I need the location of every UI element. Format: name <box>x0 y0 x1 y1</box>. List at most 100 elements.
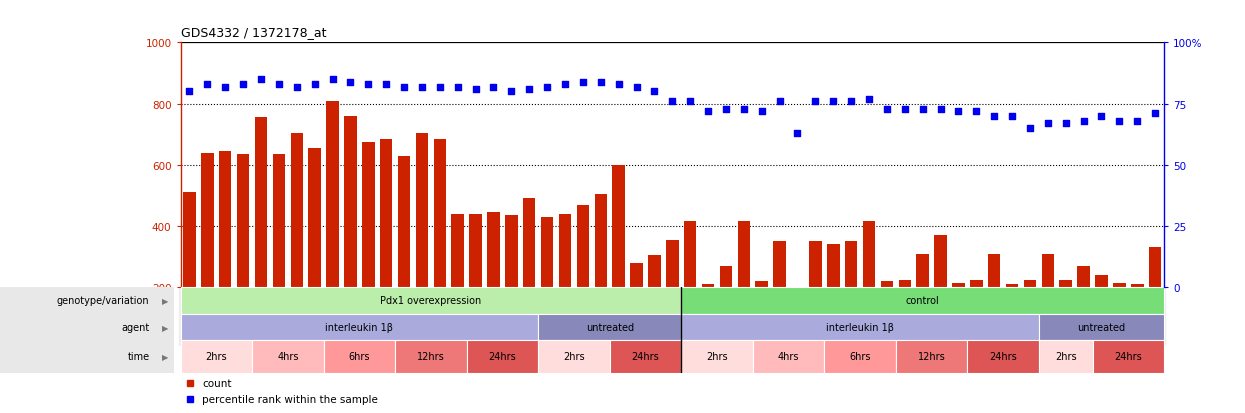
Text: 4hrs: 4hrs <box>778 351 799 361</box>
Point <box>876 106 896 113</box>
Bar <box>324 340 395 373</box>
Text: 24hrs: 24hrs <box>631 351 660 361</box>
Bar <box>344 116 356 349</box>
Bar <box>523 199 535 349</box>
Point <box>788 131 808 137</box>
Bar <box>202 153 214 349</box>
Bar <box>1077 266 1089 349</box>
Text: Pdx1 overexpression: Pdx1 overexpression <box>380 296 482 306</box>
Point <box>716 106 736 113</box>
Bar <box>896 340 967 373</box>
Text: count: count <box>202 378 232 388</box>
Point <box>1127 118 1147 125</box>
Bar <box>845 242 858 349</box>
Bar <box>934 236 946 349</box>
Point <box>537 84 557 90</box>
Bar <box>681 287 1164 314</box>
Bar <box>181 287 681 314</box>
Bar <box>273 155 285 349</box>
Bar <box>1038 314 1164 340</box>
Point <box>930 106 950 113</box>
Bar <box>1113 283 1125 349</box>
Point <box>269 81 289 88</box>
Bar <box>880 281 893 349</box>
Bar <box>1093 340 1164 373</box>
Bar <box>681 314 1038 340</box>
Point <box>966 109 986 115</box>
Text: percentile rank within the sample: percentile rank within the sample <box>202 394 378 404</box>
Text: 12hrs: 12hrs <box>918 351 945 361</box>
Point <box>1038 121 1058 127</box>
Point <box>1109 118 1129 125</box>
Text: interleukin 1β: interleukin 1β <box>827 322 894 332</box>
Text: 24hrs: 24hrs <box>1114 351 1142 361</box>
Point <box>752 109 772 115</box>
Point <box>233 81 253 88</box>
Point <box>806 99 825 105</box>
Bar <box>362 142 375 349</box>
Bar <box>559 214 571 349</box>
Text: ▶: ▶ <box>162 352 169 361</box>
Bar <box>737 222 749 349</box>
Bar <box>1096 275 1108 349</box>
Bar <box>824 340 896 373</box>
Point <box>322 77 342 83</box>
Point <box>198 81 218 88</box>
Bar <box>290 133 303 349</box>
Text: 2hrs: 2hrs <box>205 351 227 361</box>
Point <box>466 86 486 93</box>
Bar <box>433 140 446 349</box>
Text: untreated: untreated <box>585 322 634 332</box>
Bar <box>309 149 321 349</box>
Bar <box>970 280 982 349</box>
Bar <box>792 289 804 349</box>
Point <box>1056 121 1076 127</box>
Bar <box>827 245 839 349</box>
Bar <box>610 340 681 373</box>
Point <box>179 89 199 95</box>
Bar <box>1130 285 1143 349</box>
Text: ▶: ▶ <box>162 323 169 332</box>
Point <box>340 79 360 86</box>
Point <box>859 96 879 103</box>
Bar <box>899 280 911 349</box>
Bar <box>1006 285 1018 349</box>
Bar <box>1038 340 1093 373</box>
Text: agent: agent <box>121 322 149 332</box>
Bar <box>630 263 642 349</box>
Bar <box>809 242 822 349</box>
Bar <box>540 217 553 349</box>
Bar <box>467 340 538 373</box>
Text: ▶: ▶ <box>162 296 169 305</box>
Text: 12hrs: 12hrs <box>417 351 444 361</box>
Text: interleukin 1β: interleukin 1β <box>325 322 393 332</box>
Bar <box>863 222 875 349</box>
Bar <box>538 314 681 340</box>
Bar <box>237 155 249 349</box>
Text: untreated: untreated <box>1077 322 1125 332</box>
Point <box>502 89 522 95</box>
Point <box>483 84 503 90</box>
Bar <box>1059 280 1072 349</box>
Point <box>1092 113 1112 120</box>
Text: 4hrs: 4hrs <box>278 351 299 361</box>
Point <box>626 84 646 90</box>
Point <box>823 99 843 105</box>
Point <box>949 109 969 115</box>
Bar <box>576 205 589 349</box>
Point <box>412 84 432 90</box>
Point <box>395 84 415 90</box>
Bar <box>505 216 518 349</box>
Bar <box>469 214 482 349</box>
Bar <box>181 340 251 373</box>
Text: 24hrs: 24hrs <box>488 351 517 361</box>
Bar <box>613 166 625 349</box>
Point <box>519 86 539 93</box>
Bar <box>251 340 324 373</box>
Bar <box>452 214 464 349</box>
Text: 6hrs: 6hrs <box>349 351 370 361</box>
Point <box>769 99 789 105</box>
Bar <box>989 254 1001 349</box>
Bar <box>967 340 1038 373</box>
Point <box>1145 111 1165 117</box>
